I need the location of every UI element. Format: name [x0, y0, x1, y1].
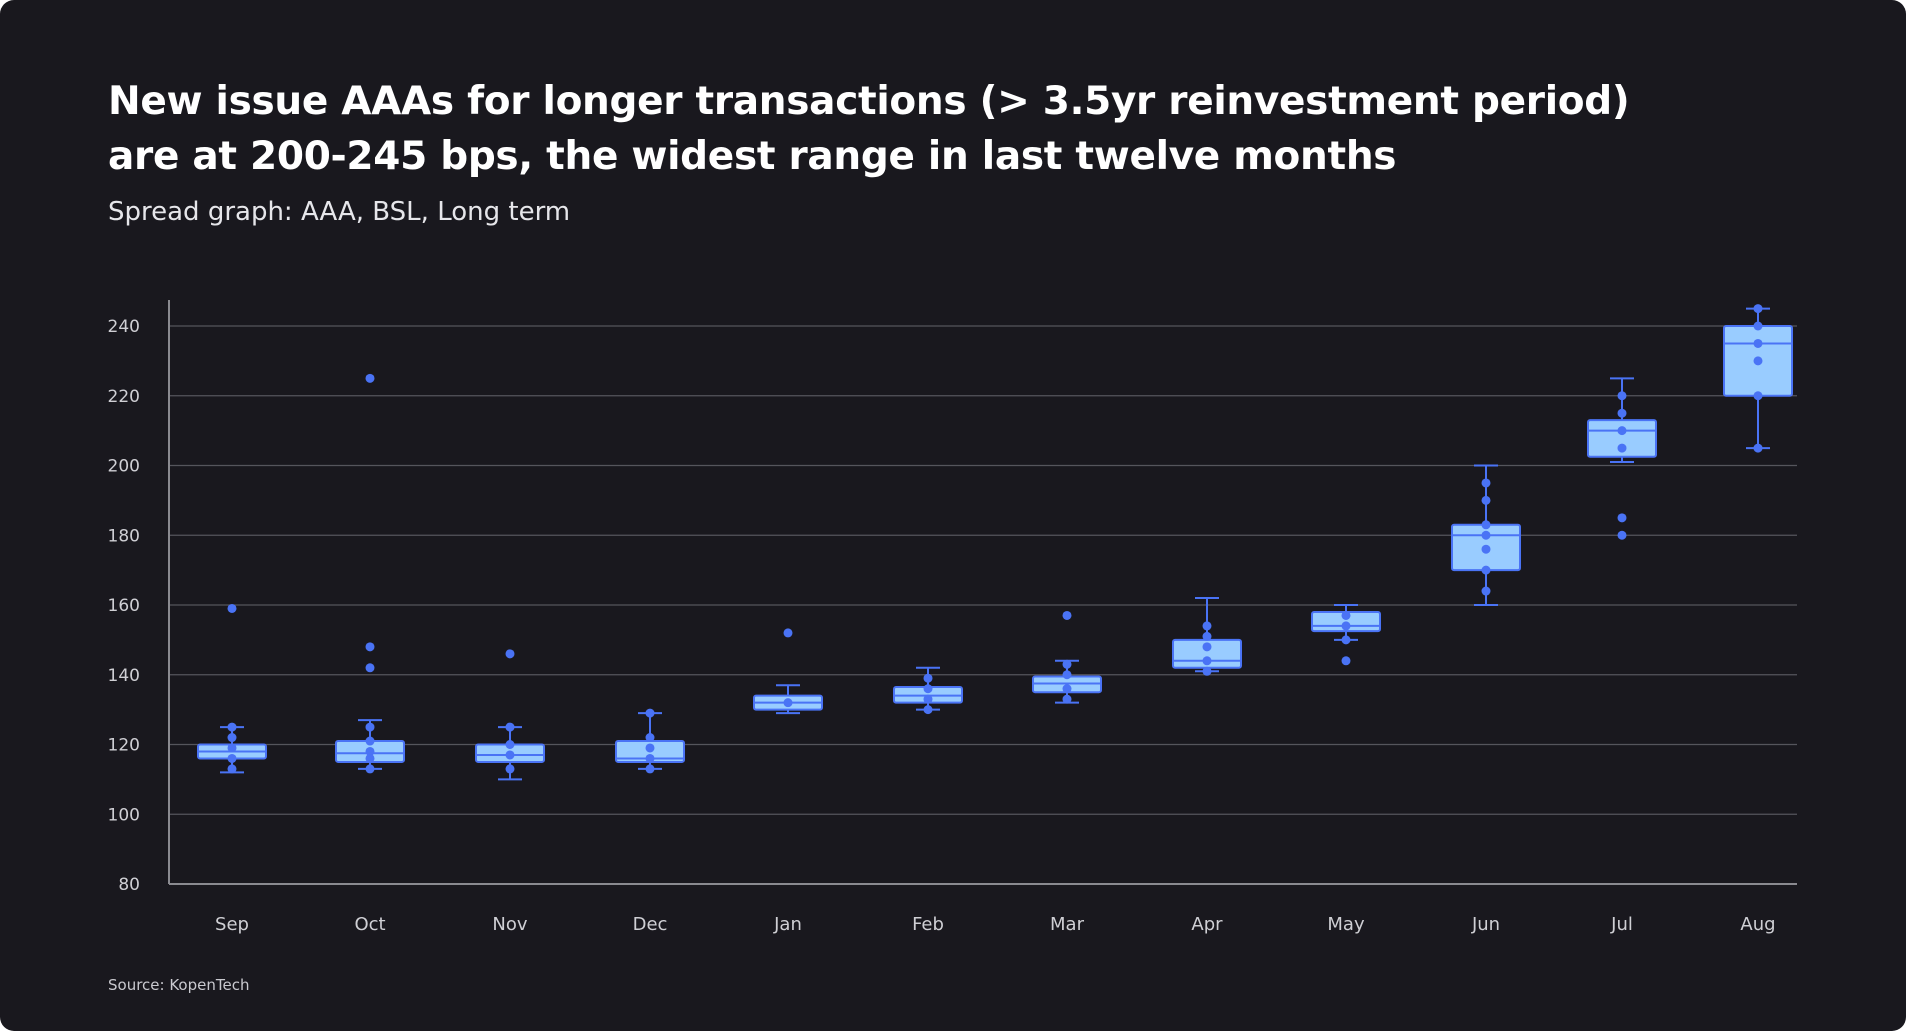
data-point [1481, 586, 1491, 596]
data-point [645, 733, 655, 743]
data-point [1753, 443, 1763, 453]
outlier-point [227, 603, 237, 613]
y-tick-label: 140 [108, 666, 140, 686]
y-tick-label: 120 [108, 736, 140, 756]
data-point [1341, 610, 1351, 620]
data-point [923, 684, 933, 694]
data-point [1753, 304, 1763, 314]
x-tick-label: Mar [1050, 914, 1085, 935]
x-tick-label: May [1327, 914, 1365, 935]
data-point [505, 740, 515, 749]
data-point [365, 753, 375, 763]
data-point [505, 750, 515, 760]
data-point [1753, 338, 1763, 348]
data-point [227, 722, 237, 732]
data-point [783, 698, 793, 708]
y-tick-label: 200 [108, 457, 140, 477]
data-point [1062, 684, 1072, 694]
y-tick-label: 240 [108, 317, 140, 337]
data-point [1753, 356, 1763, 366]
data-point [1617, 391, 1627, 401]
y-tick-label: 160 [108, 596, 140, 616]
data-point [923, 705, 933, 715]
chart-subtitle: Spread graph: AAA, BSL, Long term [108, 197, 571, 227]
data-point [1202, 666, 1212, 676]
data-point [1062, 670, 1072, 680]
y-tick-label: 100 [108, 805, 140, 825]
data-point [1753, 391, 1763, 401]
source-note: Source: KopenTech [108, 976, 250, 994]
x-tick-label: Sep [215, 914, 249, 935]
data-point [365, 736, 375, 746]
data-point [365, 764, 375, 774]
x-tick-label: Jan [773, 914, 802, 935]
data-point [1481, 530, 1491, 540]
data-point [227, 764, 237, 774]
x-tick-label: Feb [912, 914, 944, 935]
outlier-point [1062, 610, 1072, 620]
data-point [923, 694, 933, 704]
data-point [1481, 478, 1491, 488]
data-point [1202, 621, 1212, 631]
x-tick-label: Apr [1191, 914, 1223, 935]
data-point [645, 753, 655, 763]
x-tick-label: Jun [1471, 914, 1500, 935]
data-point [227, 733, 237, 743]
data-point [1753, 321, 1763, 331]
chart-title: New issue AAAs for longer transactions (… [108, 74, 1708, 184]
data-point [1202, 656, 1212, 666]
data-point [1617, 443, 1627, 453]
outlier-point [1617, 530, 1627, 540]
data-point [1617, 426, 1627, 436]
box-iqr [1587, 419, 1657, 458]
data-point [1202, 642, 1212, 652]
y-tick-label: 180 [108, 526, 140, 546]
data-point [1202, 631, 1212, 641]
data-point [1481, 544, 1491, 554]
data-point [1481, 520, 1491, 530]
y-tick-label: 220 [108, 387, 140, 407]
data-point [365, 722, 375, 732]
data-point [1062, 694, 1072, 704]
outlier-point [505, 649, 515, 659]
y-tick-label: 80 [118, 875, 140, 895]
outlier-point [365, 373, 375, 383]
chart-title-line-2: are at 200-245 bps, the widest range in … [108, 134, 1397, 179]
x-tick-label: Aug [1740, 914, 1775, 935]
data-point [923, 673, 933, 683]
data-point [645, 764, 655, 774]
data-point [645, 708, 655, 718]
data-point [1481, 495, 1491, 505]
outlier-point [365, 663, 375, 673]
x-tick-label: Jul [1610, 914, 1633, 935]
data-point [505, 722, 515, 732]
outlier-point [1617, 513, 1627, 523]
data-point [1617, 408, 1627, 418]
chart-title-line-1: New issue AAAs for longer transactions (… [108, 79, 1630, 124]
data-point [227, 743, 237, 753]
data-point [227, 753, 237, 763]
data-point [1062, 659, 1072, 669]
x-tick-label: Oct [354, 914, 385, 935]
x-tick-label: Dec [633, 914, 668, 935]
data-point [1341, 621, 1351, 631]
data-point [505, 764, 515, 774]
data-point [1341, 635, 1351, 645]
data-point [1481, 565, 1491, 575]
outlier-point [1341, 656, 1351, 666]
data-point [645, 743, 655, 753]
data-point [365, 746, 375, 756]
outlier-point [783, 628, 793, 638]
outlier-point [365, 642, 375, 652]
x-tick-label: Nov [492, 914, 527, 935]
